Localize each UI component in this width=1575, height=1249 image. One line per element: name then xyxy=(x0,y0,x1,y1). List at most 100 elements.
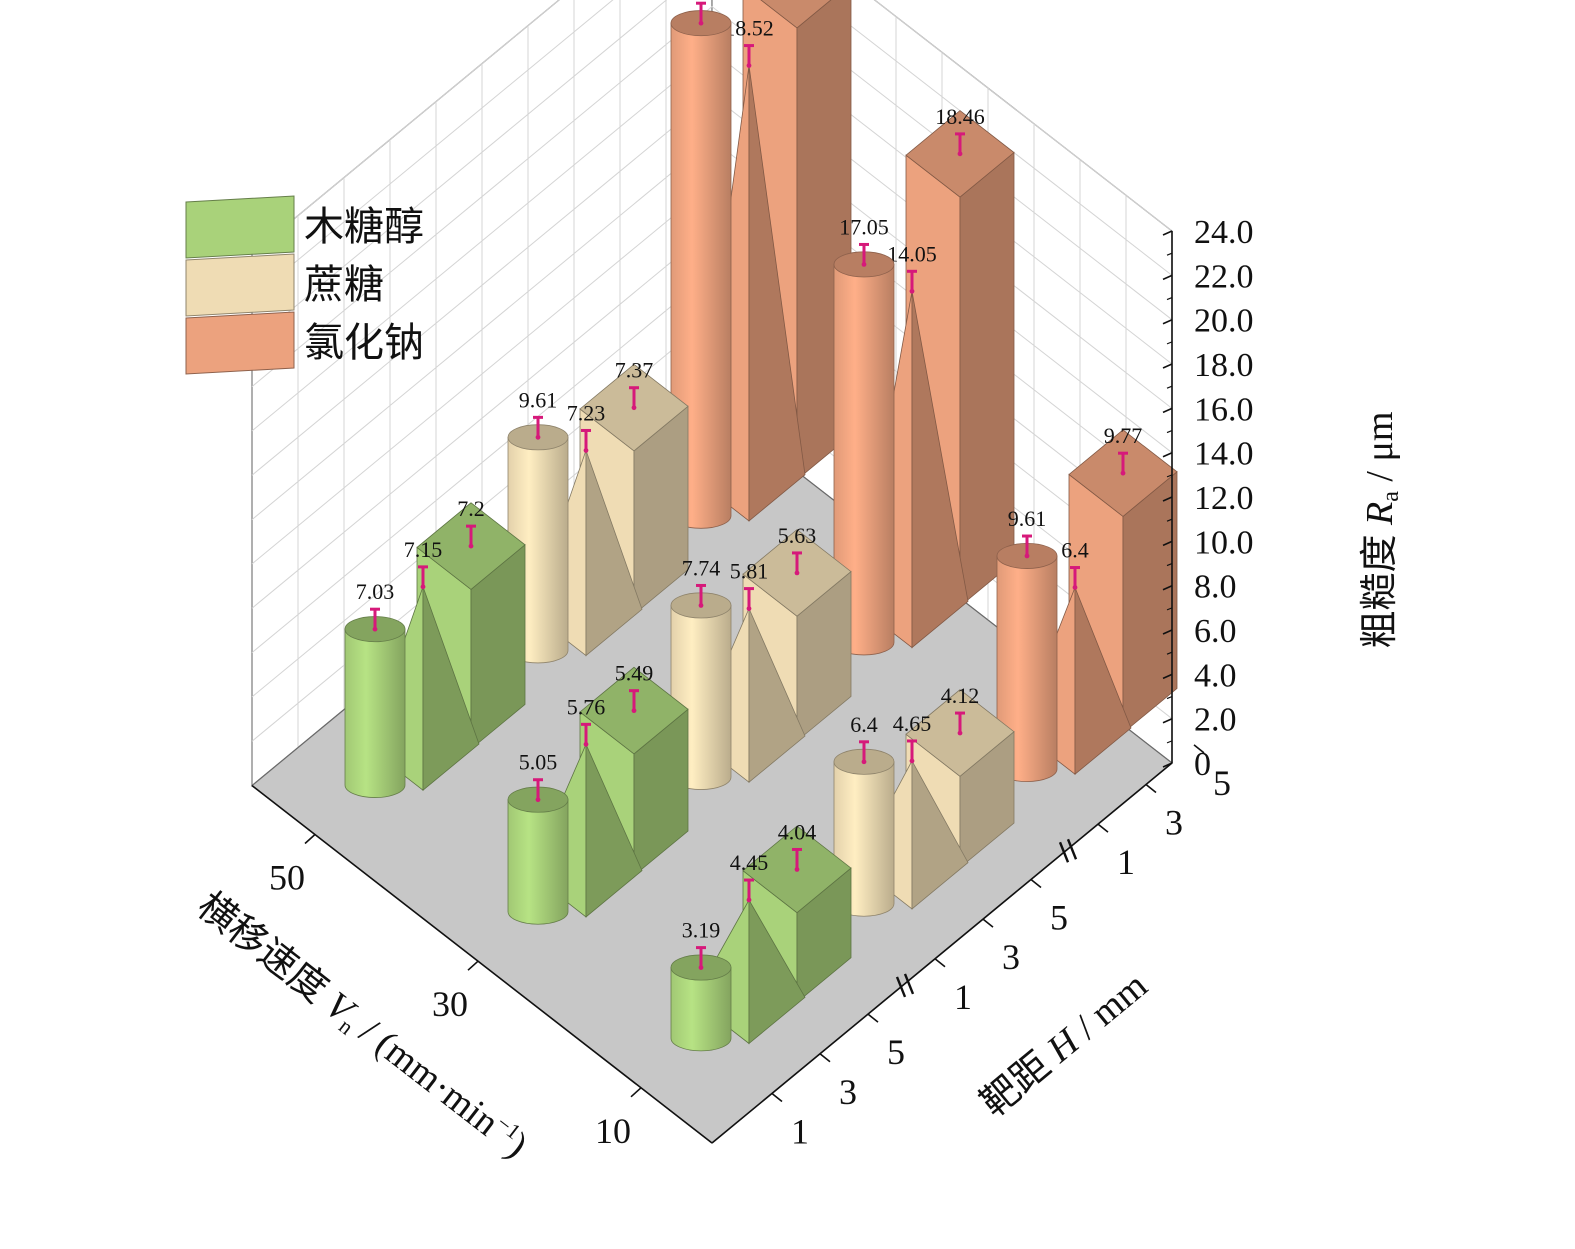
error-bar-point xyxy=(698,603,704,608)
x-tick xyxy=(304,833,316,845)
pyramid-right-face xyxy=(422,586,480,792)
z-gridline xyxy=(251,0,1173,343)
y-tick xyxy=(819,1053,831,1063)
data-label: 9.61 xyxy=(519,387,558,412)
z-tick-label: 0 xyxy=(1194,746,1211,783)
data-label: 7.23 xyxy=(567,400,606,425)
z-tick-label: 22.0 xyxy=(1194,258,1254,295)
legend-swatch-0 xyxy=(185,195,295,259)
data-label: 9.61 xyxy=(1008,506,1047,531)
z-axis-title-symbol: R xyxy=(1359,502,1401,526)
y-tick-label: 1 xyxy=(791,1111,809,1151)
error-bar-point xyxy=(372,626,378,632)
z-tick-label: 20.0 xyxy=(1194,303,1254,340)
data-label: 5.05 xyxy=(519,750,558,775)
y-tick xyxy=(982,918,994,928)
bar-木糖醇-v50-h1: 7.03 xyxy=(344,579,406,798)
y-tick-label: 5 xyxy=(1050,898,1068,938)
pyramid-right-face xyxy=(911,760,969,910)
error-bar-point xyxy=(631,708,637,714)
z-gridline xyxy=(251,0,1173,254)
error-bar-point xyxy=(861,759,867,765)
y-tick-label: 1 xyxy=(1117,842,1135,882)
pyramid-right-face xyxy=(1074,587,1132,776)
error-bar-point xyxy=(535,434,541,440)
z-tick xyxy=(1162,629,1173,635)
bar-木糖醇-v10-h1: 3.19 xyxy=(670,918,732,1052)
error-bar-point xyxy=(909,288,915,294)
data-label: 7.15 xyxy=(404,537,443,562)
z-minor-tick xyxy=(1166,562,1173,567)
data-label: 7.74 xyxy=(682,555,721,580)
error-bar-point xyxy=(746,63,752,68)
pyramid-right-face xyxy=(748,898,806,1045)
z-tick xyxy=(1162,363,1173,369)
x-tick xyxy=(630,1087,642,1098)
x-tick-label: 10 xyxy=(595,1111,631,1151)
x-axis-line xyxy=(251,784,713,1144)
y-tick-label: 5 xyxy=(887,1032,905,1072)
z-tick-label: 16.0 xyxy=(1194,391,1254,428)
y-tick-label: 3 xyxy=(1002,937,1020,977)
z-tick-label: 14.0 xyxy=(1194,436,1254,473)
z-tick xyxy=(1162,230,1173,236)
data-label: 5.81 xyxy=(730,559,769,584)
z-tick-label: 18.0 xyxy=(1194,347,1254,384)
z-axis-title-prefix: 粗糙度 xyxy=(1359,525,1401,649)
z-tick xyxy=(1162,407,1173,414)
pyramid-right-face xyxy=(585,450,643,657)
data-label: 5.49 xyxy=(615,661,654,686)
z-axis-title: 粗糙度 Ra / μm xyxy=(1359,412,1404,649)
z-tick xyxy=(1162,496,1173,502)
z-minor-tick xyxy=(1166,429,1173,434)
data-label: 5.76 xyxy=(567,694,606,719)
z-minor-tick xyxy=(1166,607,1173,611)
cylinder-bar xyxy=(507,799,569,925)
y-tick-label: 3 xyxy=(1165,803,1183,843)
data-label: 4.45 xyxy=(730,850,769,875)
z-minor-tick xyxy=(1166,252,1173,256)
error-bar-point xyxy=(631,405,637,411)
y-tick xyxy=(1097,823,1109,833)
data-label: 7.37 xyxy=(615,358,654,383)
z-tick xyxy=(1162,673,1173,680)
error-bar-point xyxy=(1072,585,1078,590)
box-top-face xyxy=(760,0,832,29)
data-label: 4.12 xyxy=(941,683,980,708)
z-minor-tick xyxy=(1166,296,1173,301)
y-axis-title: 靶距 H / mm xyxy=(973,964,1155,1125)
z-axis-title-subscript: a xyxy=(1378,491,1404,502)
z-tick xyxy=(1162,274,1173,281)
y-tick-label: 1 xyxy=(954,977,972,1017)
bar-木糖醇-v30-h1: 5.05 xyxy=(507,750,569,925)
bar-氯化钠-v30-h1: 17.05 xyxy=(833,214,895,656)
y-tick xyxy=(1193,744,1205,754)
z-tick-label: 6.0 xyxy=(1194,613,1237,650)
pyramid-right-face xyxy=(748,65,806,522)
data-label: 7.2 xyxy=(457,496,485,521)
data-label: 14.05 xyxy=(887,241,937,266)
z-minor-tick xyxy=(1166,474,1173,478)
error-bar-point xyxy=(957,151,963,157)
z-tick-label: 12.0 xyxy=(1194,480,1254,517)
z-tick xyxy=(1162,540,1173,547)
z-minor-tick xyxy=(1166,740,1173,744)
z-gridline xyxy=(251,0,1173,299)
x-tick-label: 50 xyxy=(269,858,305,898)
data-label: 18.52 xyxy=(724,16,774,41)
axis-break-mark xyxy=(895,976,907,998)
error-bar-point xyxy=(583,448,589,453)
x-axis-title-prefix: 横移速度 xyxy=(190,885,343,1017)
error-bar-point xyxy=(420,584,426,590)
error-bar-point xyxy=(794,570,800,576)
z-minor-tick xyxy=(1166,651,1173,655)
z-tick-label: 10.0 xyxy=(1194,524,1254,561)
data-label: 9.77 xyxy=(1104,423,1143,448)
error-bar-point xyxy=(698,965,704,970)
z-gridline xyxy=(251,5,1173,387)
cylinder-bar xyxy=(670,967,732,1052)
data-label: 4.65 xyxy=(893,711,932,736)
error-bar-point xyxy=(583,741,589,747)
error-bar-point xyxy=(698,20,704,26)
